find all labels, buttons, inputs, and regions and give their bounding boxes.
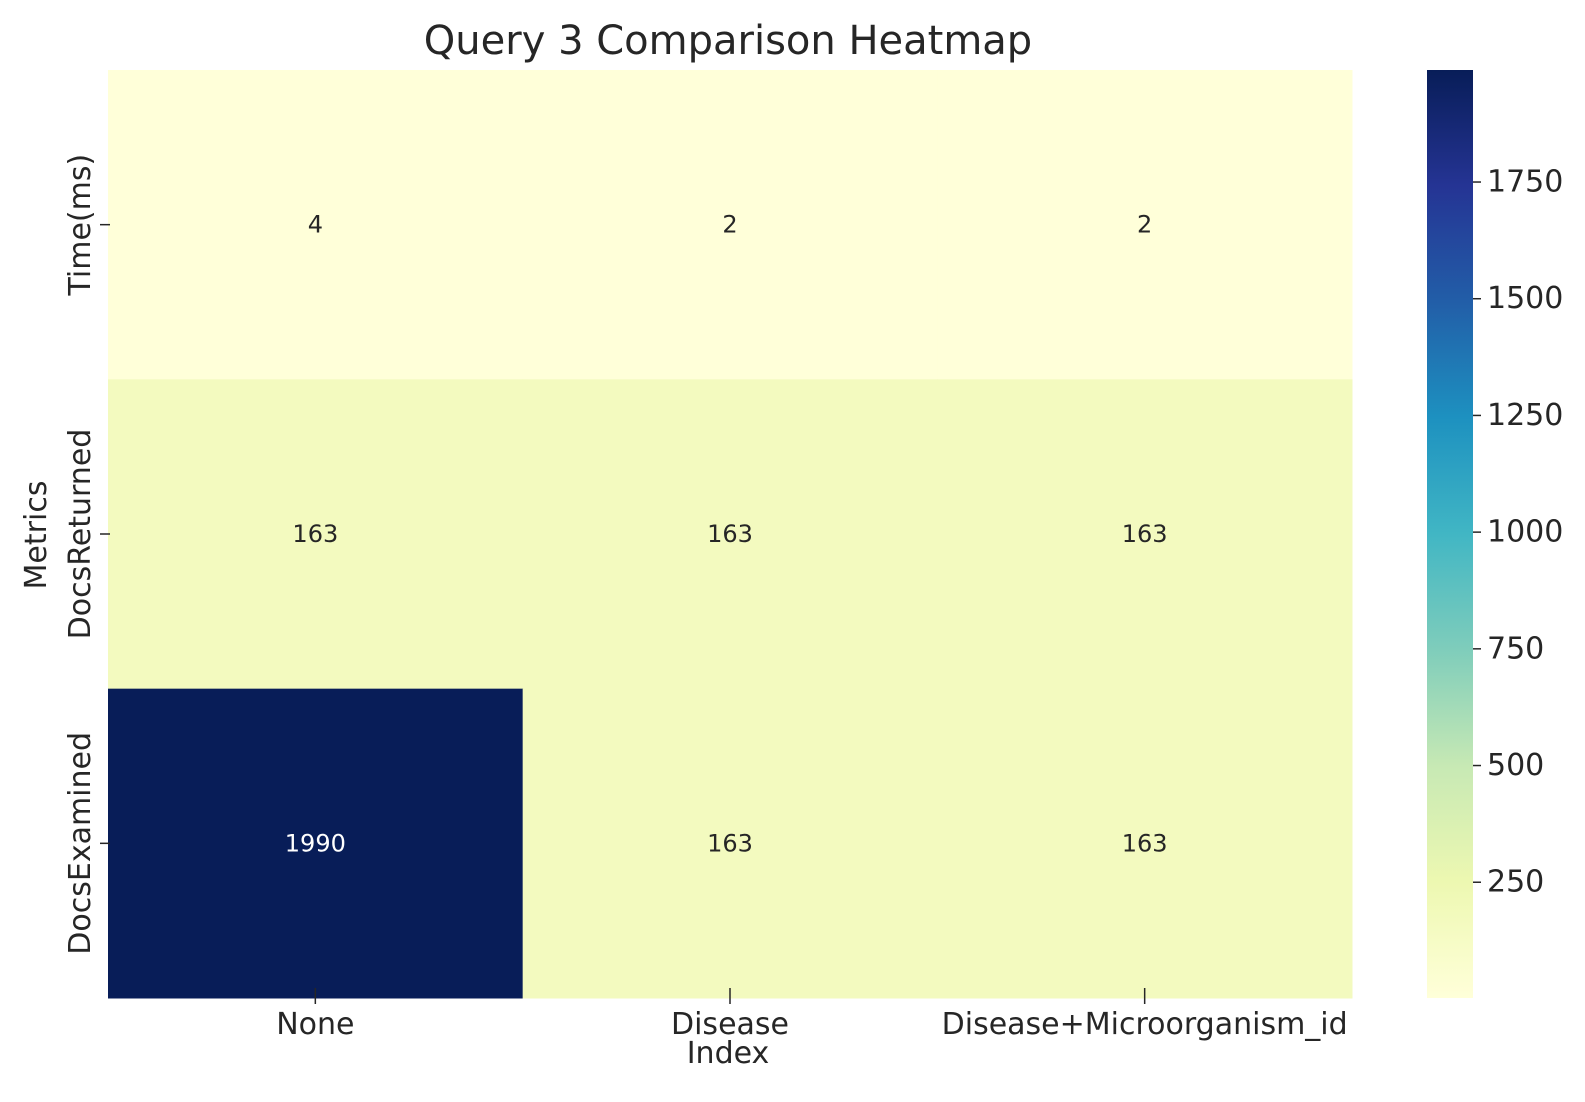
heatmap-cell: [108, 688, 524, 999]
cell-value-label: 163: [707, 829, 753, 857]
heatmap-cell: [522, 70, 938, 380]
x-tick-label: Disease+Microorganism_id: [942, 1007, 1348, 1042]
cell-value-label: 2: [722, 211, 737, 239]
heatmap-cell: [937, 379, 1353, 690]
cell-value-label: 4: [308, 211, 323, 239]
y-axis-ticks: Time(ms) DocsReturned DocsExamined: [63, 154, 110, 955]
y-tick-label: DocsExamined: [63, 732, 98, 955]
heatmap-cell: [937, 70, 1353, 380]
x-axis-label: Index: [687, 1036, 770, 1071]
heatmap-cell: [522, 379, 938, 690]
x-tick-label: None: [276, 1007, 354, 1042]
colorbar-tick-label: 1750: [1487, 165, 1563, 200]
heatmap-cell: [108, 70, 524, 380]
colorbar-ticks: 250 500 750 1000 1250 1500 1750: [1473, 165, 1563, 900]
cell-value-label: 2: [1137, 211, 1152, 239]
cell-value-label: 1990: [285, 829, 346, 857]
cell-value-label: 163: [707, 520, 753, 548]
colorbar-tick-label: 1000: [1487, 515, 1563, 550]
colorbar-tick-label: 750: [1487, 631, 1544, 666]
x-axis-ticks: None Disease Disease+Microorganism_id: [276, 988, 1348, 1042]
cell-value-label: 163: [1122, 520, 1168, 548]
colorbar-tick-label: 500: [1487, 748, 1544, 783]
heatmap-cell-labels: 4 2 2 163 163 163 1990 163 163: [285, 211, 1168, 858]
cell-value-label: 163: [1122, 829, 1168, 857]
x-tick-label: Disease: [671, 1007, 789, 1042]
cell-value-label: 163: [292, 520, 338, 548]
y-axis-label: Metrics: [19, 481, 54, 590]
colorbar-tick-label: 1250: [1487, 398, 1563, 433]
y-tick-label: Time(ms): [63, 154, 98, 297]
heatmap-cell: [522, 688, 938, 999]
heatmap-cell: [937, 688, 1353, 999]
heatmap-cell: [108, 379, 524, 690]
heatmap-cells: [108, 70, 1353, 999]
colorbar-tick-label: 250: [1487, 865, 1544, 900]
y-tick-label: DocsReturned: [63, 429, 98, 640]
chart-title: Query 3 Comparison Heatmap: [424, 18, 1032, 64]
colorbar-tick-label: 1500: [1487, 281, 1563, 316]
colorbar: [1427, 70, 1473, 998]
